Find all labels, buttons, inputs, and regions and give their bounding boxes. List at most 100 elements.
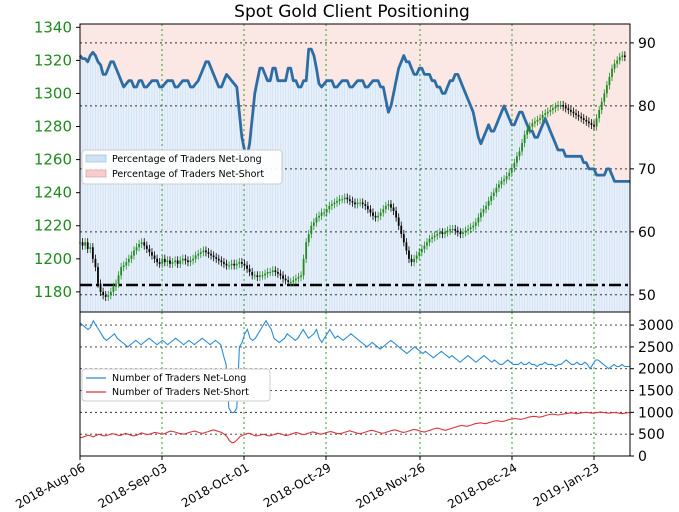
legend-label-net-short: Percentage of Traders Net-Short — [112, 169, 264, 180]
candle-body — [305, 242, 308, 259]
candle-body — [156, 258, 158, 263]
candle-body — [302, 258, 305, 276]
candle-body — [115, 283, 117, 287]
candle-body — [513, 162, 516, 168]
left-tick-label: 1300 — [34, 84, 72, 102]
candle-body — [498, 184, 500, 188]
price-panel: 1180 1200 1220 1240 1260 1280 1300 1320 1340 50 6… — [34, 18, 656, 321]
candle-body — [490, 195, 493, 201]
candle-body — [176, 260, 179, 264]
candle-body — [212, 255, 215, 258]
candle-body — [382, 209, 385, 213]
candle-body — [418, 252, 421, 256]
right-tick-label-bottom: 500 — [638, 427, 665, 443]
candle-body — [575, 113, 577, 115]
candle-body — [390, 204, 392, 208]
legend-label-count-long: Number of Traders Net-Long — [112, 373, 246, 384]
candle-body — [184, 258, 187, 261]
candle-body — [572, 111, 575, 114]
candle-body — [215, 257, 218, 259]
candle-body — [413, 258, 416, 263]
candle-body — [564, 106, 567, 109]
left-tick-label: 1180 — [34, 283, 72, 301]
candle-body — [618, 57, 621, 61]
candle-body — [235, 263, 238, 266]
candle-body — [516, 156, 518, 163]
x-tick-label: 2018-Aug-06 — [13, 460, 87, 511]
right-y-ticks: 50 60 70 80 90 — [630, 36, 656, 304]
candle-body — [523, 134, 526, 144]
candle-body — [554, 106, 557, 109]
candle-body — [138, 243, 141, 248]
legend-label-count-short: Number of Traders Net-Short — [112, 387, 249, 398]
candle-body — [595, 118, 598, 127]
candle-body — [616, 60, 619, 64]
candle-body — [197, 253, 200, 256]
left-tick-label: 1200 — [34, 250, 72, 268]
candle-body — [251, 272, 254, 276]
right-y-ticks-bottom: 0 500 1000 1500 2000 2500 3000 — [630, 318, 674, 465]
candlesticks — [79, 51, 626, 301]
chart-title: Spot Gold Client Positioning — [234, 2, 470, 22]
left-tick-label: 1340 — [34, 18, 72, 36]
candle-body — [549, 109, 552, 112]
candle-body — [135, 247, 138, 251]
left-tick-label: 1260 — [34, 151, 72, 169]
candle-body — [243, 263, 246, 266]
legend-swatch-net-short — [85, 169, 107, 178]
candle-body — [477, 217, 480, 223]
candle-body — [428, 238, 431, 243]
candle-body — [238, 262, 241, 264]
candle-body — [459, 232, 462, 235]
right-tick-label-bottom: 3000 — [638, 318, 674, 334]
candle-body — [577, 114, 580, 117]
x-tick-label: 2018-Nov-26 — [353, 460, 427, 511]
candle-body — [377, 215, 380, 218]
candle-body — [348, 199, 351, 201]
candle-body — [605, 85, 608, 94]
candle-body — [256, 275, 259, 278]
candle-body — [480, 212, 482, 218]
candle-body — [89, 247, 92, 249]
candle-body — [423, 245, 426, 249]
candle-body — [312, 222, 315, 226]
candle-body — [325, 209, 328, 213]
candle-body — [544, 113, 547, 115]
candle-body — [253, 275, 256, 277]
candle-body — [81, 242, 84, 246]
candle-body — [140, 242, 143, 244]
net-long-count-line — [79, 319, 630, 413]
candle-body — [192, 258, 194, 261]
x-tick-label: 2018-Oct-29 — [261, 460, 333, 510]
candle-body — [315, 217, 318, 223]
candle-body — [307, 234, 310, 243]
candle-body — [472, 225, 475, 228]
candle-body — [91, 247, 94, 259]
candle-body — [531, 123, 534, 127]
candle-body — [518, 151, 521, 157]
right-tick-label: 80 — [638, 99, 656, 115]
candle-body — [505, 176, 508, 180]
long-area-stripes — [79, 49, 631, 320]
candle-body — [426, 242, 428, 246]
candle-body — [341, 199, 344, 201]
right-tick-label-bottom: 2000 — [638, 362, 674, 378]
candle-body — [174, 260, 176, 263]
pct-long-line — [78, 47, 630, 183]
candle-body — [449, 229, 451, 231]
candle-body — [536, 119, 539, 122]
candle-body — [328, 205, 331, 210]
candle-body — [122, 265, 125, 268]
candle-body — [569, 109, 572, 112]
candle-body — [233, 263, 236, 266]
price-legend: Percentage of Traders Net-Long Percentag… — [81, 149, 283, 185]
candle-body — [187, 260, 189, 263]
candle-body — [287, 280, 290, 282]
candle-body — [405, 242, 408, 251]
x-tick-label: 2018-Dec-24 — [445, 460, 519, 511]
candle-body — [580, 116, 583, 119]
candle-body — [384, 205, 387, 210]
left-tick-label: 1280 — [34, 118, 72, 136]
right-tick-label: 70 — [638, 162, 656, 178]
